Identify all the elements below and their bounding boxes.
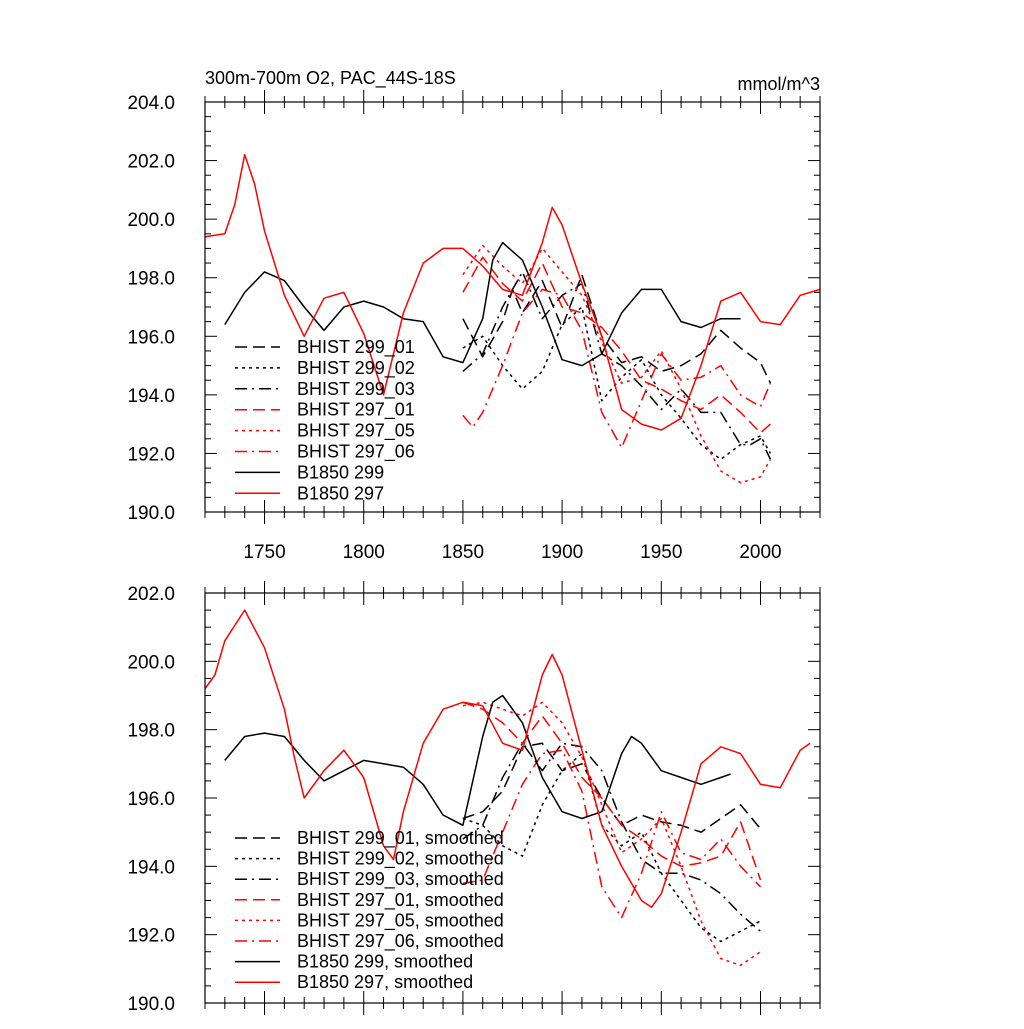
y-tick-label: 198.0 — [127, 721, 175, 742]
legend-label: BHIST 297_01, smoothed — [297, 890, 504, 911]
y-tick-label: 192.0 — [127, 926, 175, 947]
chart-top-series — [204, 153, 821, 484]
x-tick-label: 1950 — [640, 542, 682, 563]
chart-top-frame — [204, 101, 821, 513]
y-tick-label: 202.0 — [127, 152, 175, 173]
y-tick-label: 194.0 — [127, 857, 175, 878]
legend-label: BHIST 299_03 — [297, 379, 415, 400]
x-tick-label: 1750 — [243, 542, 285, 563]
x-tick-label: 1800 — [343, 542, 385, 563]
y-tick-label: 190.0 — [127, 503, 175, 524]
series-line — [462, 749, 762, 919]
legend-label: BHIST 299_02 — [297, 358, 415, 379]
chart-bottom-frame — [204, 592, 821, 1004]
legend-label: BHIST 299_01 — [297, 337, 415, 358]
legend-label: BHIST 297_01 — [297, 400, 415, 421]
chart-top-title: 300m-700m O2, PAC_44S-18S — [205, 68, 456, 89]
legend-label: BHIST 297_05 — [297, 421, 415, 442]
chart-bottom: 190.0 192.0 194.0 196.0 198.0 200.0 202.0 BHIS… — [127, 581, 821, 1015]
y-tick-label: 190.0 — [127, 994, 175, 1015]
legend-label: BHIST 299_03, smoothed — [297, 869, 504, 890]
legend-label: B1850 299 — [297, 462, 384, 482]
legend-label: B1850 299, smoothed — [297, 952, 473, 972]
series-line — [462, 701, 762, 881]
legend-label: B1850 297, smoothed — [297, 972, 473, 992]
x-tick-label: 1850 — [442, 542, 484, 563]
series-line — [462, 742, 762, 833]
series-line — [204, 609, 811, 909]
series-line — [462, 288, 772, 449]
series-line — [462, 701, 761, 967]
legend-label: BHIST 297_06, smoothed — [297, 931, 504, 952]
x-tick-label: 2000 — [739, 542, 781, 563]
x-tick-label: 1900 — [541, 542, 583, 563]
y-tick-label: 194.0 — [127, 386, 175, 407]
series-line — [462, 306, 772, 461]
y-tick-label: 196.0 — [127, 789, 175, 810]
chart-bottom-ticks: 190.0 192.0 194.0 196.0 198.0 200.0 202.0 — [127, 581, 821, 1015]
chart-top: 300m-700m O2, PAC_44S-18S mmol/m^3 1750 1… — [127, 68, 821, 563]
chart-top-units: mmol/m^3 — [738, 74, 820, 94]
y-tick-label: 198.0 — [127, 269, 175, 290]
series-line — [462, 256, 771, 434]
legend-label: BHIST 299_02, smoothed — [297, 849, 504, 870]
legend-label: BHIST 297_06 — [297, 442, 415, 463]
legend-label: B1850 297 — [297, 483, 384, 503]
y-tick-label: 192.0 — [127, 444, 175, 465]
series-line — [462, 742, 761, 932]
y-tick-label: 200.0 — [127, 652, 175, 673]
chart-bottom-series — [204, 609, 811, 967]
legend-label: BHIST 297_05, smoothed — [297, 910, 504, 931]
series-line — [204, 153, 821, 431]
legend-label: BHIST 299_01, smoothed — [297, 828, 504, 849]
series-line — [462, 244, 772, 484]
series-line — [462, 274, 772, 384]
chart-top-ticks: 1750 1800 1850 1900 1950 2000 190.0 192.0 194.0 1… — [127, 90, 821, 563]
y-tick-label: 204.0 — [127, 93, 175, 114]
y-tick-label: 202.0 — [127, 584, 175, 605]
y-tick-label: 196.0 — [127, 327, 175, 348]
y-tick-label: 200.0 — [127, 210, 175, 231]
series-line — [462, 752, 761, 943]
series-line — [224, 694, 731, 827]
